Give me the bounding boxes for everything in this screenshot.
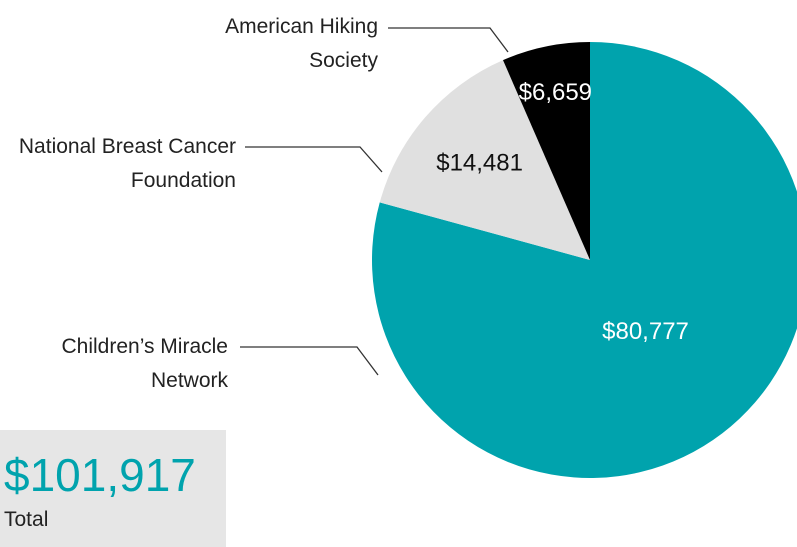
value-label: $14,481: [436, 150, 523, 177]
total-value: $101,917: [4, 449, 196, 501]
leader-line: [388, 27, 509, 53]
leader-line: [245, 146, 383, 173]
pie-slice: [502, 42, 590, 260]
value-label: $6,659: [519, 79, 592, 106]
pie: [372, 42, 797, 478]
total-caption: Total: [4, 508, 49, 531]
leader-line: [240, 346, 379, 376]
category-label: Children’s Miracle Network: [61, 335, 228, 392]
total-box: $101,917 Total: [0, 430, 226, 547]
pie-slice: [372, 42, 797, 478]
category-label: American Hiking Society: [225, 15, 378, 72]
category-label: National Breast Cancer Foundation: [18, 135, 236, 192]
pie-slice: [379, 60, 590, 260]
value-label: $80,777: [602, 318, 689, 345]
